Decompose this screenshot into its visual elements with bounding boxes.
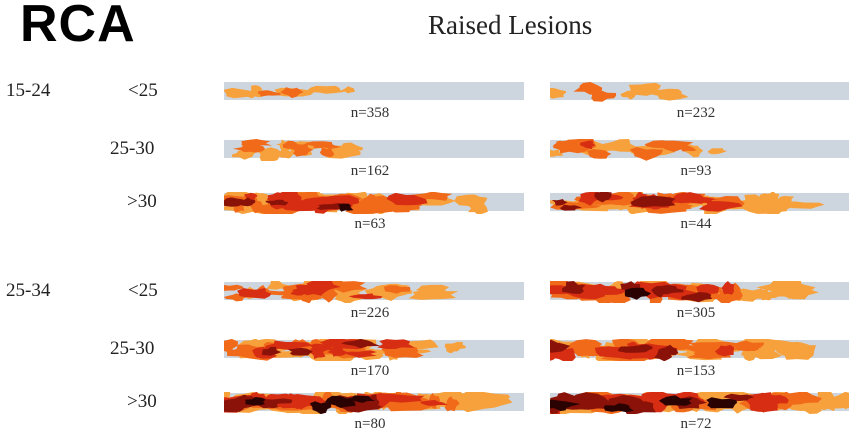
bmi-label: >30 [127, 391, 157, 412]
lesion-level-4 [552, 192, 676, 211]
lesion-map-strip [224, 192, 524, 214]
lesion-row: >30 n=63 n=44 [0, 191, 849, 239]
lesion-row: 25-30 n=170 n=153 [0, 338, 849, 386]
lesion-level-4 [262, 339, 381, 356]
lesion-map-panel: n=170 [224, 339, 524, 385]
lesion-map-strip [550, 82, 849, 102]
lesion-map-panel: n=80 [224, 392, 524, 438]
lesion-level-2 [232, 139, 341, 157]
sample-size-label: n=162 [350, 163, 390, 179]
lesion-row: 15-24 <25 n=358 n=232 [0, 80, 849, 128]
lesion-level-2 [552, 139, 697, 161]
age-group-label: 15-24 [6, 80, 51, 101]
bmi-label: <25 [128, 280, 158, 301]
lesion-map-strip [550, 339, 849, 361]
lesion-level-5 [338, 203, 354, 212]
lesion-map-panel: n=305 [550, 281, 849, 327]
sample-size-label: n=153 [676, 363, 716, 379]
lesion-map-panel: n=162 [224, 139, 524, 185]
sample-size-label: n=93 [680, 163, 712, 179]
sample-size-label: n=358 [350, 105, 390, 121]
vessel-title: RCA [20, 0, 136, 53]
lesion-map-panel: n=232 [550, 81, 849, 127]
lesion-level-5 [624, 287, 652, 300]
lesion-map-panel: n=63 [224, 192, 524, 238]
lesion-map-panel: n=72 [550, 392, 849, 438]
bmi-label: 25-30 [110, 338, 155, 359]
sample-size-label: n=170 [350, 363, 390, 379]
lesion-map-panel: n=93 [550, 139, 849, 185]
lesion-map-strip [224, 281, 524, 303]
lesion-level-4 [562, 281, 713, 303]
lesion-row: 25-30 n=162 n=93 [0, 138, 849, 186]
sample-size-label: n=305 [676, 305, 716, 321]
sample-size-label: n=232 [676, 105, 716, 121]
panel-title: Raised Lesions [428, 10, 593, 40]
lesion-map-panel: n=153 [550, 339, 849, 385]
lesion-level-5 [245, 395, 376, 414]
lesion-level-2 [573, 82, 617, 102]
lesion-map-strip [550, 139, 849, 161]
lesion-level-1 [550, 82, 689, 101]
lesion-map-strip [224, 82, 524, 100]
lesion-map-strip [550, 281, 849, 303]
sample-size-label: n=63 [354, 216, 386, 232]
lesion-map-strip [224, 392, 524, 414]
sample-size-label: n=44 [680, 216, 712, 232]
bmi-label: >30 [127, 191, 157, 212]
age-group-label: 25-34 [6, 280, 51, 301]
lesion-row: 25-34 <25 n=226 n=305 [0, 280, 849, 328]
lesion-map-panel: n=44 [550, 192, 849, 238]
lesion-map-strip [224, 139, 524, 161]
bmi-label: 25-30 [110, 138, 155, 159]
lesion-level-2 [257, 87, 304, 99]
lesion-map-strip [224, 339, 524, 361]
lesion-level-5 [550, 395, 738, 413]
lesion-level-3 [580, 140, 596, 150]
sample-size-label: n=72 [680, 416, 712, 432]
sample-size-label: n=226 [350, 305, 390, 321]
lesion-level-3 [237, 281, 383, 300]
lesion-map-panel: n=358 [224, 81, 524, 127]
sample-size-label: n=80 [354, 416, 386, 432]
lesion-map-strip [550, 392, 849, 414]
lesion-map-panel: n=226 [224, 281, 524, 327]
lesion-level-4 [550, 340, 679, 361]
lesion-row: >30 n=80 n=72 [0, 391, 849, 439]
lesion-map-strip [550, 192, 849, 214]
bmi-label: <25 [128, 80, 158, 101]
